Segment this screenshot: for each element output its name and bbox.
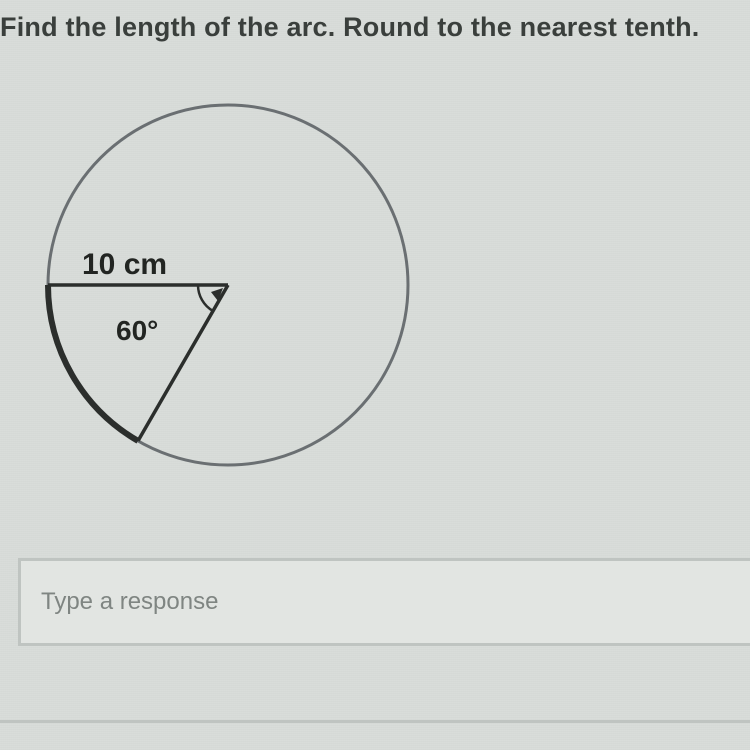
- question-text: Find the length of the arc. Round to the…: [0, 12, 750, 43]
- angle-label: 60°: [116, 315, 158, 346]
- arc-highlight: [48, 285, 138, 441]
- divider-line: [0, 720, 750, 723]
- arc-diagram: 10 cm 60°: [8, 60, 438, 490]
- angle-marker: [198, 285, 213, 311]
- response-input[interactable]: [18, 558, 750, 646]
- sector-line: [138, 285, 228, 441]
- radius-label: 10 cm: [82, 248, 167, 281]
